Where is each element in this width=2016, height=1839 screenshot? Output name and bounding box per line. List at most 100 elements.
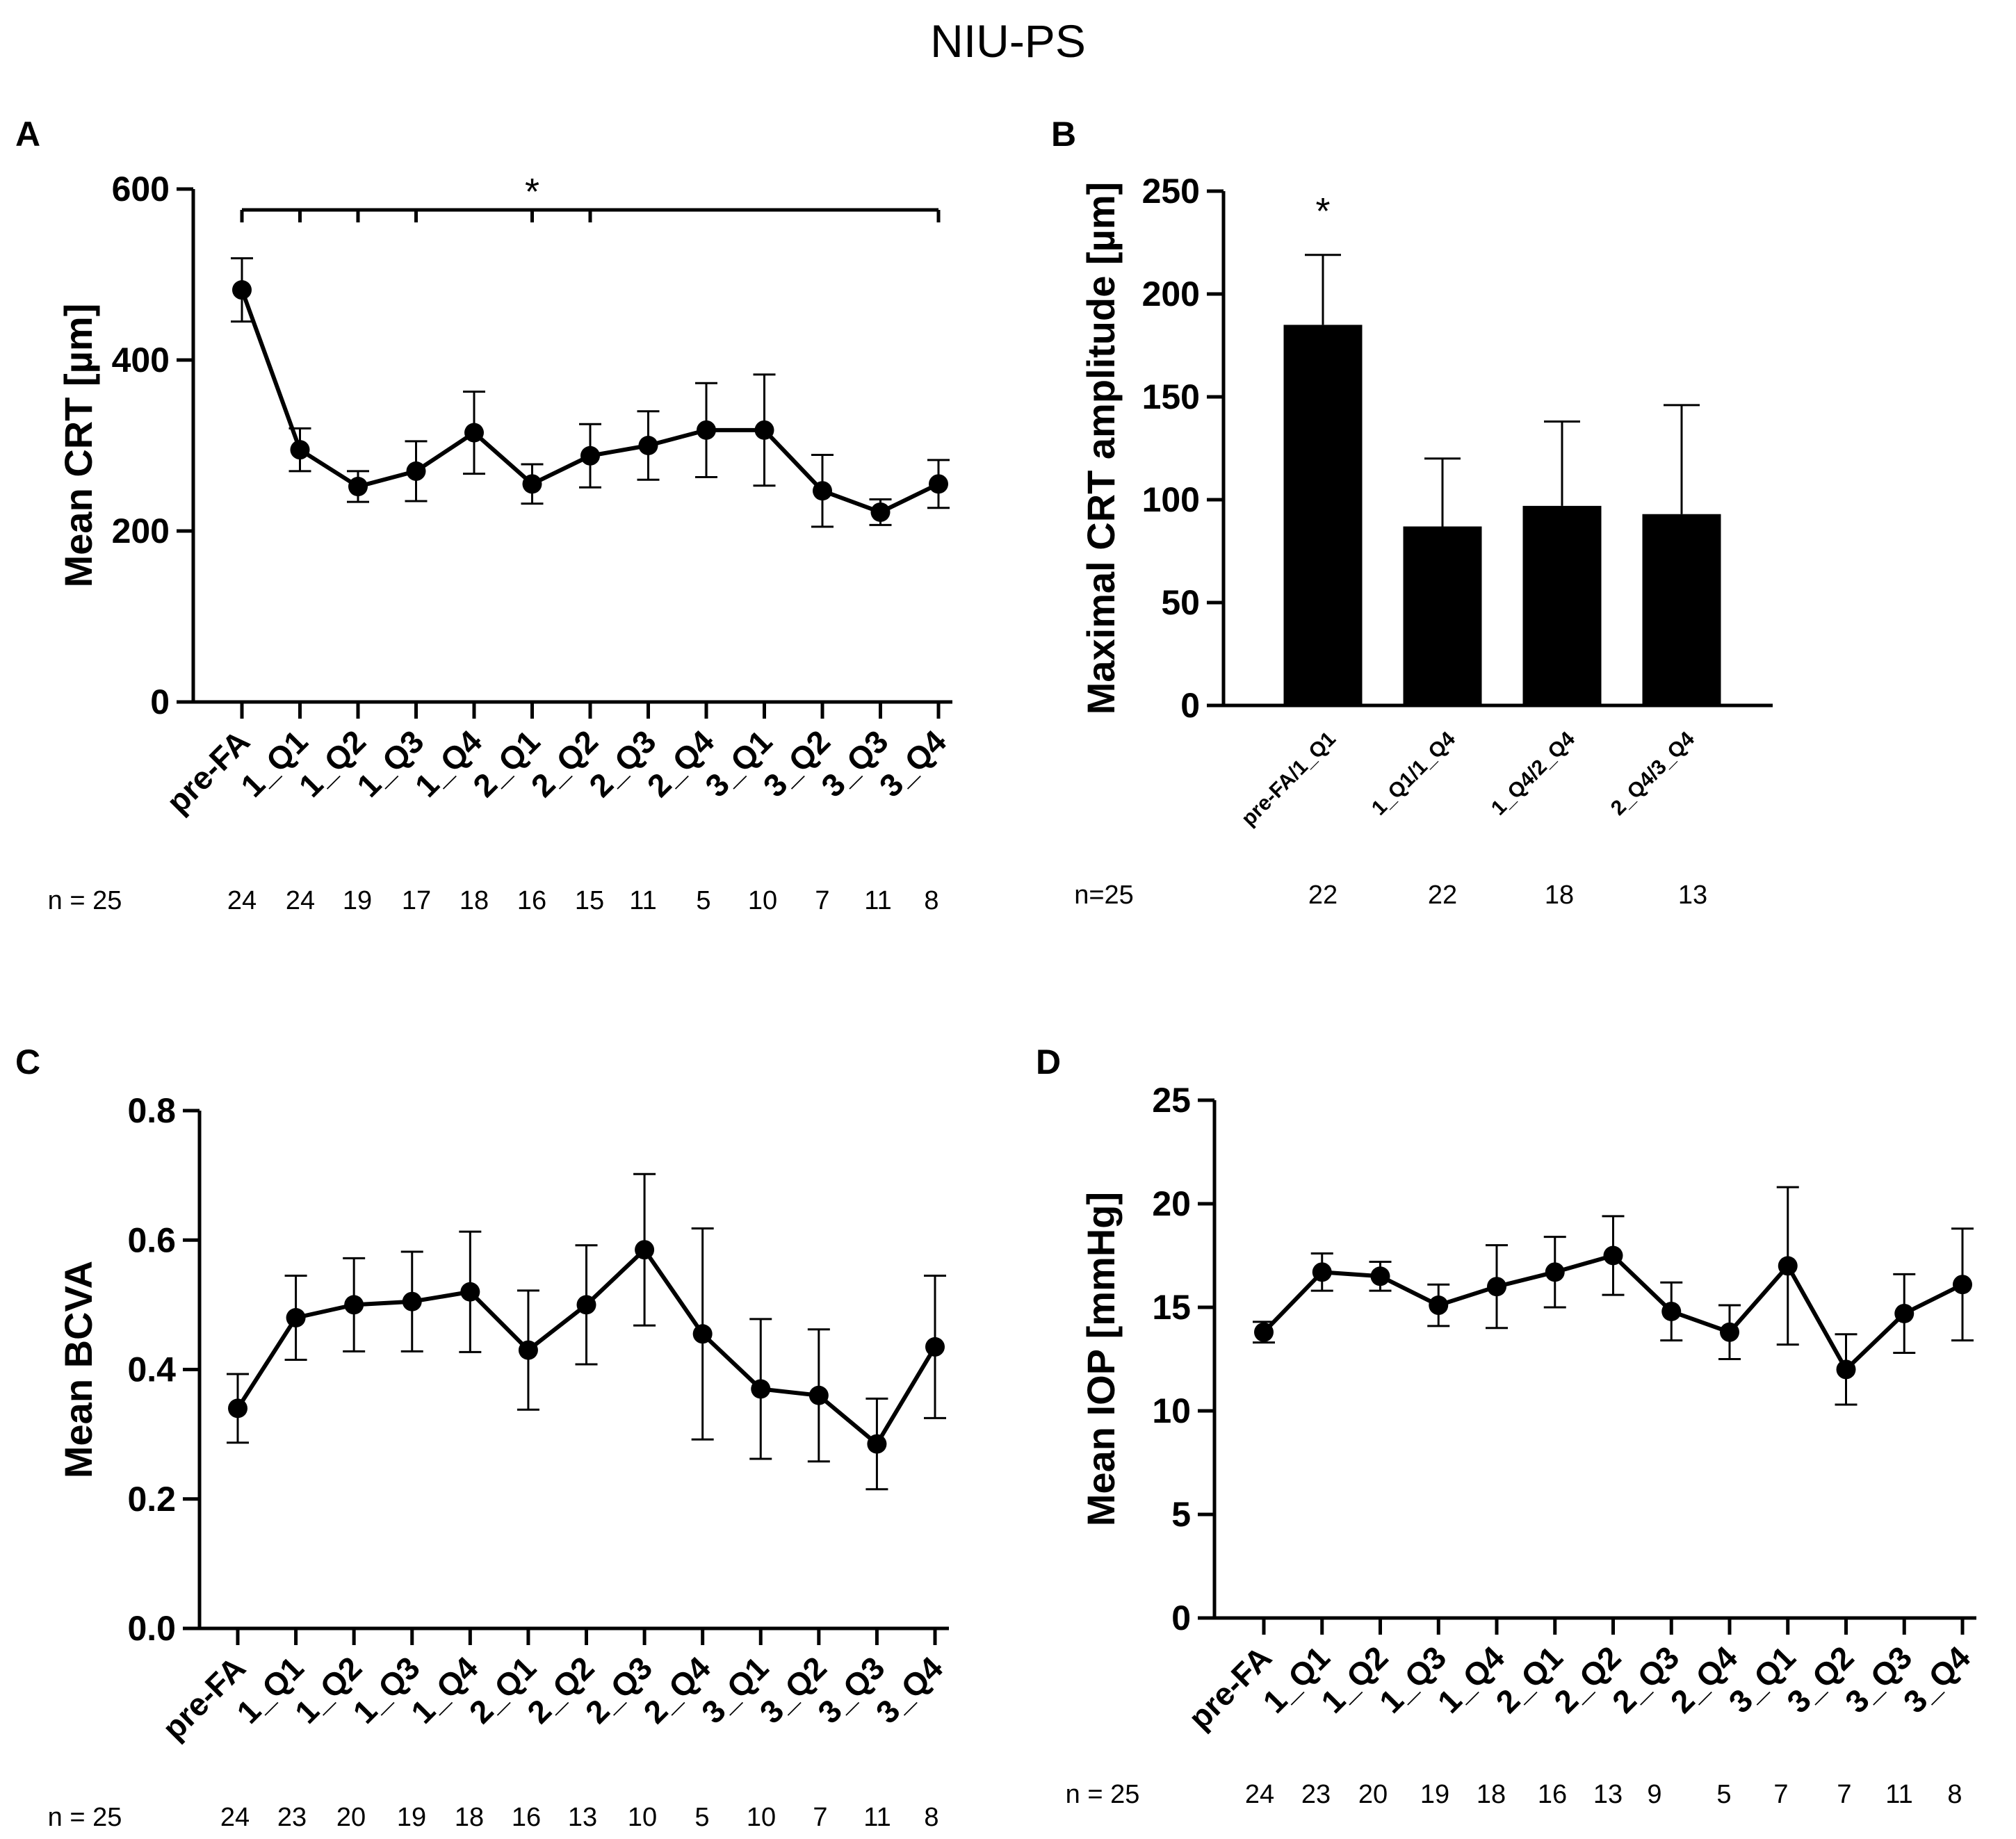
panel-d-x-tick-label: 2_Q4 bbox=[1664, 1639, 1745, 1720]
panel-a-x-tick-label: 2_Q4 bbox=[640, 723, 722, 804]
figure-title: NIU-PS bbox=[930, 15, 1086, 67]
panel-d-data-point bbox=[1720, 1322, 1739, 1342]
panel-c-n-label: 10 bbox=[628, 1803, 657, 1832]
panel-a-x-tick-label: 2_Q3 bbox=[582, 723, 662, 803]
panel-a-data-point bbox=[697, 420, 716, 440]
panel-d-x-tick-label: 1_Q3 bbox=[1372, 1639, 1453, 1719]
panel-a-n-label: 8 bbox=[924, 886, 938, 915]
panel-a-x-tick-label: 1_Q2 bbox=[292, 723, 373, 803]
panel-d-x-tick-label: 3_Q2 bbox=[1780, 1639, 1860, 1719]
panel-c-data-point bbox=[692, 1324, 713, 1344]
panel-c-data-point bbox=[518, 1340, 538, 1360]
panel-c-y-tick-label: 0.0 bbox=[127, 1609, 176, 1648]
panel-a-n-label: 16 bbox=[517, 886, 546, 915]
panel-b-x-tick-label: 1_Q4/2_Q4 bbox=[1487, 727, 1579, 819]
panel-b-y-tick-label: 250 bbox=[1142, 172, 1200, 211]
panel-a-n-label: 11 bbox=[629, 886, 656, 915]
panel-d-x-tick-label: 1_Q2 bbox=[1314, 1639, 1395, 1719]
panel-d-data-point bbox=[1894, 1303, 1915, 1323]
panel-d-data-point bbox=[1778, 1256, 1798, 1276]
panel-d-n-label: 8 bbox=[1947, 1780, 1962, 1809]
panel-c-x-tick-label: 2_Q3 bbox=[578, 1649, 659, 1730]
panel-c-data-point bbox=[460, 1282, 480, 1302]
panel-a-x-tick-label: 2_Q1 bbox=[466, 723, 546, 803]
panel-d-data-point bbox=[1603, 1245, 1623, 1266]
panel-b-y-axis-label: Maximal CRT amplitude [µm] bbox=[1079, 182, 1123, 715]
panel-a-y-tick-label: 400 bbox=[112, 341, 170, 379]
panel-d-x-tick-label: 1_Q1 bbox=[1255, 1639, 1336, 1719]
panel-d-data-point bbox=[1661, 1301, 1682, 1321]
panel-a-data-point bbox=[929, 474, 948, 494]
panel-a-x-tick-label: 3_Q3 bbox=[814, 723, 895, 803]
panel-c-data-point bbox=[751, 1379, 771, 1399]
panel-a-x-tick-label: 1_Q3 bbox=[350, 723, 430, 803]
panel-d-x-tick-label: 2_Q1 bbox=[1488, 1639, 1569, 1719]
panel-a-data-point bbox=[522, 474, 542, 494]
panel-b-n-label: 22 bbox=[1428, 881, 1457, 910]
panel-d-n-label: 19 bbox=[1420, 1780, 1449, 1809]
panel-b-x-tick-label: 2_Q4/3_Q4 bbox=[1607, 727, 1699, 819]
panel-a-data-point bbox=[290, 440, 310, 460]
panel-b: B 0 50 100 150 200 250 Maximal CRT amplitude [µ… bbox=[1051, 115, 1773, 910]
panel-d: D 0 5 10 15 20 25 Mean IOP [mmHg] n = 25 24 23 20 19… bbox=[1036, 1043, 1977, 1809]
panel-a-n-label: 15 bbox=[575, 886, 604, 915]
panel-b-n-label: n=25 bbox=[1074, 881, 1134, 910]
panel-d-data-point bbox=[1370, 1266, 1390, 1286]
panel-c-n-label: 5 bbox=[694, 1803, 709, 1832]
panel-c-y-tick-label: 0.6 bbox=[127, 1220, 176, 1259]
panel-a-data-point bbox=[870, 502, 891, 522]
panel-d-x-tick-label: 3_Q1 bbox=[1721, 1639, 1802, 1719]
panel-a-y-tick-label: 200 bbox=[112, 512, 170, 550]
panel-c-x-tick-label: 1_Q1 bbox=[229, 1649, 310, 1730]
panel-c-n-label: 7 bbox=[813, 1803, 827, 1832]
panel-c-n-label: n = 25 bbox=[48, 1803, 122, 1832]
panel-b-bar bbox=[1403, 526, 1482, 705]
panel-c-y-tick-label: 0.4 bbox=[127, 1350, 176, 1389]
panel-c-data-point bbox=[576, 1295, 596, 1315]
panel-a-data-point bbox=[754, 420, 774, 440]
panel-c-y-axis-label: Mean BCVA bbox=[56, 1261, 100, 1478]
panel-d-n-label: 24 bbox=[1245, 1780, 1274, 1809]
panel-c-x-tick-label: 1_Q2 bbox=[288, 1649, 368, 1730]
panel-a-data-point bbox=[348, 477, 368, 497]
panel-c-x-tick-label: 2_Q2 bbox=[520, 1649, 601, 1730]
panel-c: C 0.0 0.2 0.4 0.6 0.8 Mean BCVA n = 25 24 23 20 19 1… bbox=[15, 1043, 950, 1832]
panel-d-letter: D bbox=[1036, 1043, 1061, 1081]
panel-c-x-tick-label: 2_Q4 bbox=[636, 1649, 717, 1731]
panel-d-n-label: 5 bbox=[1716, 1780, 1731, 1809]
panel-b-significance-star: * bbox=[1315, 190, 1330, 232]
panel-d-y-tick-label: 0 bbox=[1171, 1599, 1191, 1637]
panel-c-x-tick-label: 3_Q1 bbox=[694, 1649, 775, 1730]
panel-a-letter: A bbox=[15, 115, 40, 154]
panel-d-x-tick-label: 3_Q4 bbox=[1896, 1639, 1978, 1720]
panel-c-x-tick-label: 1_Q4 bbox=[404, 1649, 485, 1731]
panel-b-y-tick-label: 50 bbox=[1161, 583, 1200, 622]
panel-c-n-label: 23 bbox=[277, 1803, 307, 1832]
panel-c-n-label: 16 bbox=[512, 1803, 541, 1832]
panel-c-n-label: 10 bbox=[747, 1803, 776, 1832]
panel-c-n-label: 13 bbox=[568, 1803, 597, 1832]
panel-c-n-label: 18 bbox=[455, 1803, 484, 1832]
panel-d-data-point bbox=[1487, 1277, 1506, 1297]
panel-c-n-label: 8 bbox=[924, 1803, 938, 1832]
panel-b-y-tick-label: 200 bbox=[1142, 275, 1200, 313]
panel-c-data-point bbox=[867, 1434, 887, 1454]
panel-a-x-tick-label: 1_Q1 bbox=[234, 723, 314, 803]
panel-c-data-point bbox=[635, 1240, 655, 1260]
panel-b-x-tick-label: pre-FA/1_Q1 bbox=[1237, 728, 1340, 831]
panel-d-n-label: n = 25 bbox=[1066, 1780, 1140, 1809]
panel-a-x-tick-label: 3_Q1 bbox=[698, 723, 779, 803]
panel-b-letter: B bbox=[1051, 115, 1076, 154]
panel-d-n-label: 18 bbox=[1477, 1780, 1506, 1809]
panel-d-n-label: 9 bbox=[1647, 1780, 1661, 1809]
panel-c-data-point bbox=[925, 1337, 945, 1357]
panel-d-data-point bbox=[1254, 1322, 1274, 1342]
panel-d-data-point bbox=[1953, 1275, 1972, 1295]
panel-d-y-tick-label: 10 bbox=[1152, 1391, 1191, 1430]
panel-d-n-label: 13 bbox=[1593, 1780, 1623, 1809]
panel-a-x-tick-label: 1_Q4 bbox=[408, 723, 489, 804]
panel-c-x-tick-label: 2_Q1 bbox=[462, 1649, 543, 1730]
panel-c-letter: C bbox=[15, 1043, 40, 1081]
panel-c-x-tick-label: 3_Q3 bbox=[811, 1649, 891, 1730]
panel-c-n-label: 19 bbox=[397, 1803, 426, 1832]
